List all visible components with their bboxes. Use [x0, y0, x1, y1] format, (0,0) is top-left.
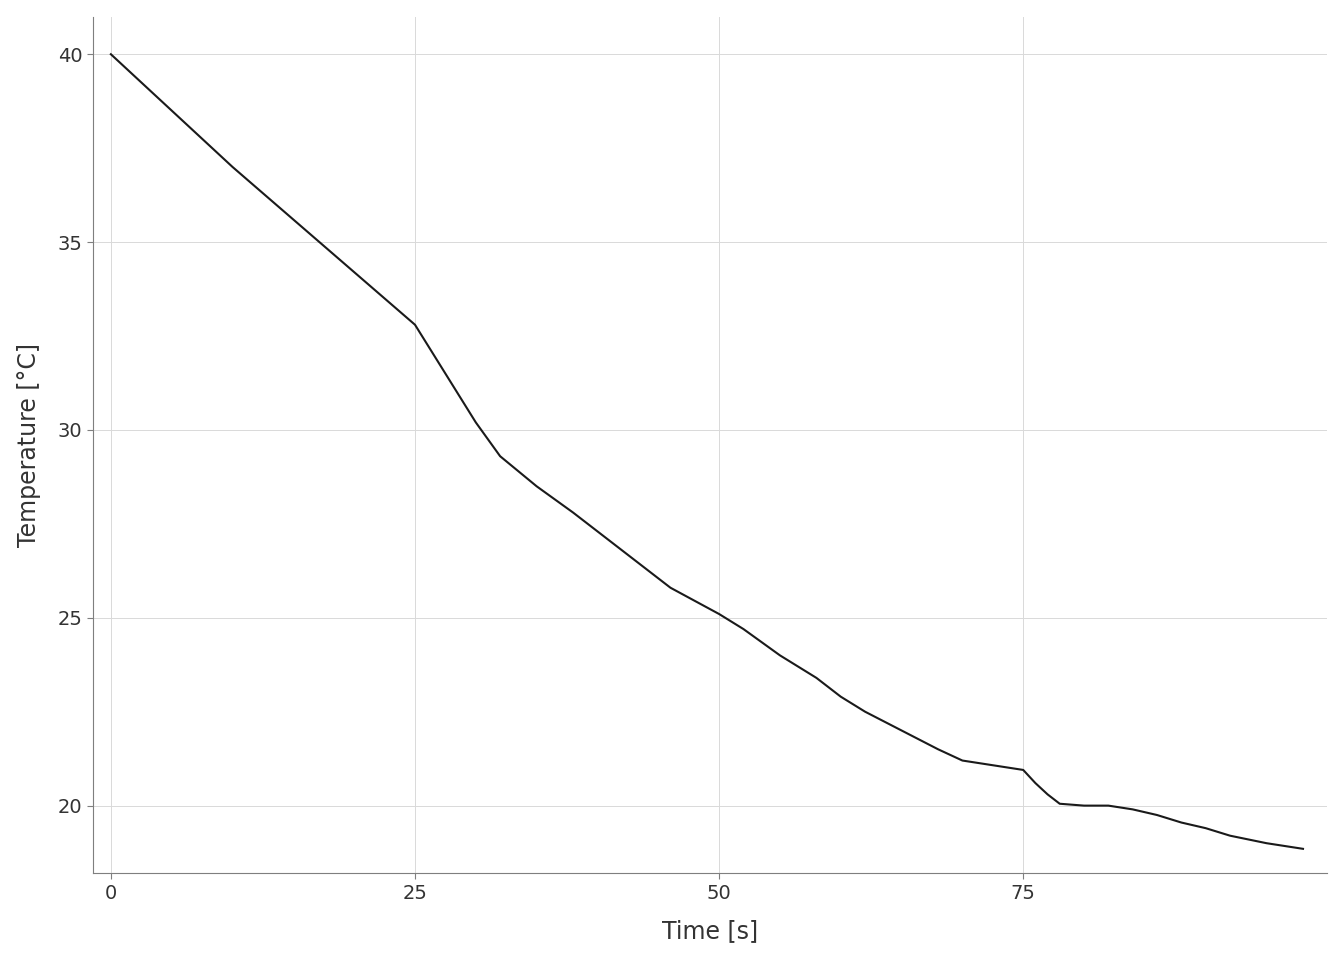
X-axis label: Time [s]: Time [s]	[661, 920, 758, 944]
Y-axis label: Temperature [°C]: Temperature [°C]	[16, 343, 40, 547]
